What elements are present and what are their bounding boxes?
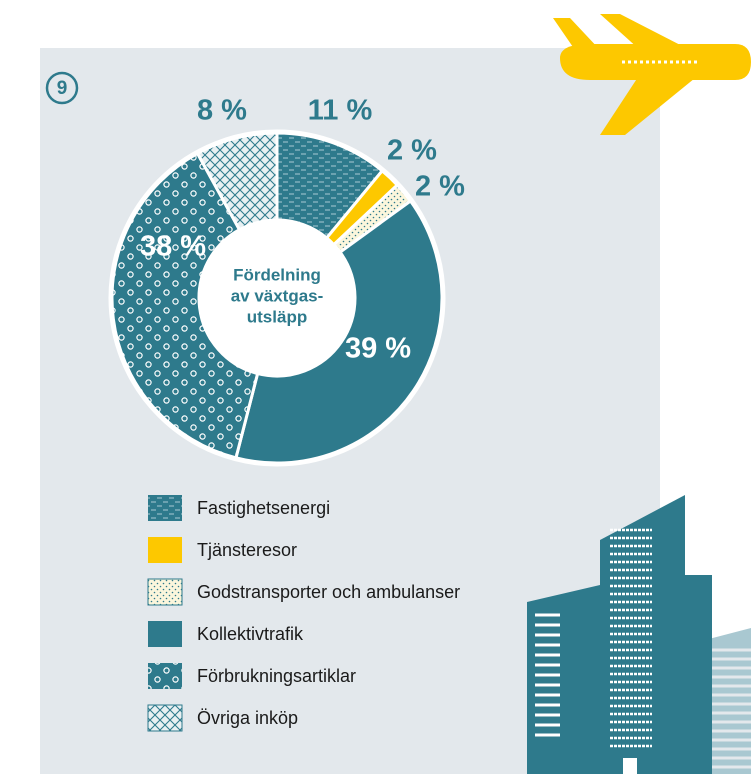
legend-swatch (147, 578, 183, 606)
legend-swatch (148, 537, 182, 563)
legend-label: Tjänsteresor (197, 540, 297, 560)
value-label: 11 % (308, 95, 373, 127)
legend-swatch (148, 663, 182, 689)
pie-outline (108, 129, 446, 467)
airplane-icon (553, 14, 751, 135)
value-label: 2 % (387, 135, 437, 167)
value-label: 2 % (415, 171, 465, 203)
badge-ring (45, 71, 79, 105)
value-label: 38 % (140, 231, 206, 263)
legend-label: Kollektivtrafik (197, 624, 304, 644)
legend-label: Fastighetsenergi (197, 498, 330, 518)
badge: 9 (57, 78, 68, 99)
legend-swatch (148, 495, 182, 521)
legend-label: Godstransporter och ambulanser (197, 582, 460, 602)
legend-swatch (147, 704, 183, 732)
value-label: 39 % (345, 333, 411, 365)
center-label: Fördelning (233, 265, 321, 284)
legend-label: Förbrukningsartiklar (197, 666, 356, 686)
legend-label: Övriga inköp (197, 708, 298, 728)
legend-swatch (148, 621, 182, 647)
donut-hole (199, 220, 355, 376)
value-label: 8 % (197, 95, 247, 127)
center-label: utsläpp (247, 307, 307, 326)
buildings-icon (527, 495, 751, 774)
center-label: av växtgas- (231, 286, 324, 305)
